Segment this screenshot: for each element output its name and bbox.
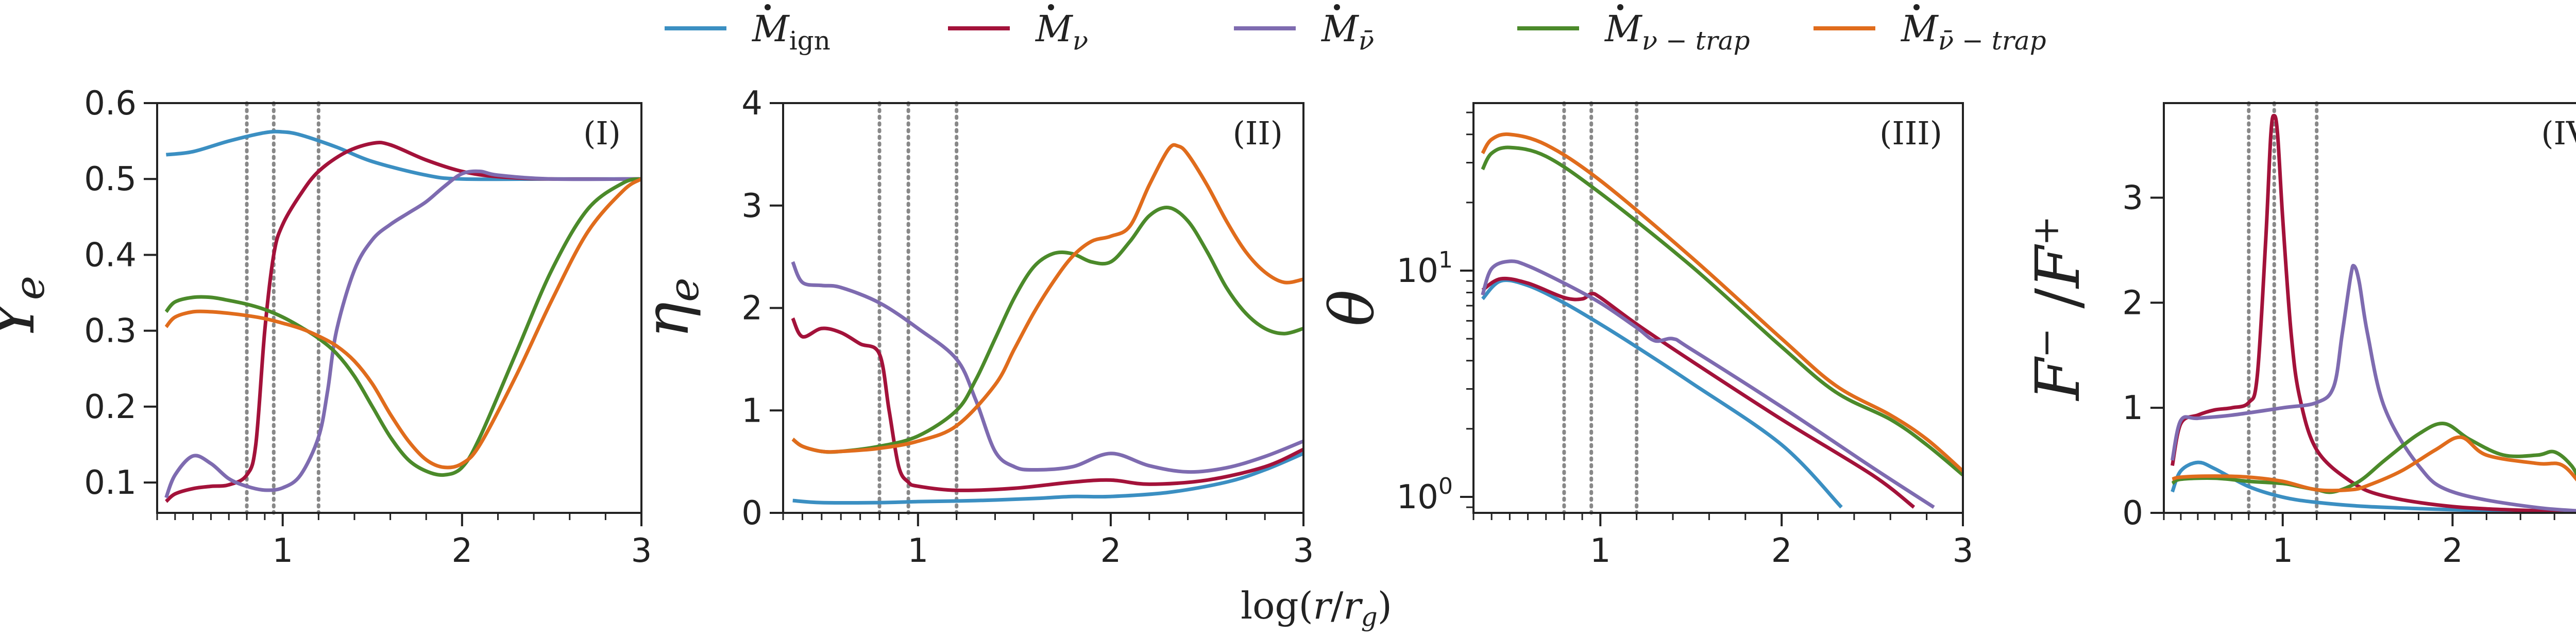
series-line-nubar [2171,263,2576,513]
series-line-ign [792,452,1303,505]
series-line-nutrap [164,177,641,477]
y-tick-label: 3 [741,187,762,225]
series-line-nubar [791,261,1303,474]
y-tick-label: 4 [741,85,762,123]
plot-frame [156,102,642,514]
legend-label-nubar: Mν̄ [1320,8,1374,56]
x-tick-label: 3 [1293,532,1314,570]
series-line-nu [2171,113,2576,513]
y-tick-label: 100 [1397,473,1453,516]
y-axis-label: θ [1316,290,1387,326]
x-tick-label: 1 [1590,532,1611,570]
series-line-nutrap [1481,145,1963,477]
y-tick-label: 1 [741,392,762,430]
legend-label-ign: Mign [751,8,831,56]
legend-item-nu: MνṀ_ν [948,4,1088,56]
x-tick-label: 2 [451,532,472,570]
series-line-nubar [164,169,641,498]
series-line-nu [1481,276,1916,509]
plot-frame [1472,102,1964,514]
plot-frame [2163,102,2576,514]
x-tick-label: 3 [1953,532,1974,570]
y-tick-label: 0.1 [84,464,137,502]
panel-2: 1 2 3 0 1 2 3 4 (II) ηe [631,85,1314,570]
legend-label-nutrap: Mν − trap [1604,8,1750,56]
legend: MignṀ_ign MνṀ_ν Mν̄Ṁ_ν̄ Mν − trapṀ_ν−trap Mν… [665,4,2046,56]
legend-label-nubartrap: Mν̄ − trap [1900,8,2046,56]
series-line-nubartrap [791,143,1303,454]
x-tick-label: 1 [907,532,928,570]
x-axis-label: log(r/rg) [1241,584,1392,632]
y-tick-label: 0.4 [84,236,137,274]
y-tick-label: 0.6 [84,85,137,123]
series-line-nu [791,317,1303,492]
y-tick-label: 2 [2122,284,2143,322]
legend-label-nu: Mν [1035,8,1088,56]
legend-dot-nu [1048,4,1054,10]
series-line-nutrap [2171,422,2576,494]
panel-1: 1 2 3 0.1 0.2 0.3 0.4 0.5 0.6 (I) Ye [0,85,652,570]
y-tick-label: 0.3 [84,312,137,351]
y-axis-label: F− /F+ [2022,215,2093,401]
y-tick-label: 101 [1397,247,1453,290]
y-tick-label: 0.5 [84,160,137,198]
y-tick-label: 1 [2122,389,2143,427]
y-tick-label: 0 [2122,494,2143,532]
series-line-ign [1481,278,1843,509]
y-axis-label: Ye [0,276,54,340]
y-tick-label: 3 [2122,179,2143,217]
legend-dot-ign [765,4,771,10]
panel-tag: (I) [583,114,621,152]
panel-3: 1 2 3 100 101 (III) θ [1316,101,1974,570]
y-tick-label: 0 [741,494,762,532]
legend-dot-nubar [1334,4,1340,10]
panel-tag: (III) [1879,114,1942,152]
legend-item-nutrap: Mν − trapṀ_ν−trap [1517,4,1750,56]
series-line-nubartrap [1481,132,1963,473]
y-axis-label: ηe [631,277,708,338]
series-line-nubartrap [164,177,641,470]
y-tick-label: 0.2 [84,388,137,426]
series-line-nubartrap [2172,435,2576,493]
series-line-nubar [1481,259,1935,509]
legend-dot-nubartrap [1913,4,1920,10]
series-line-ign [166,129,641,181]
legend-item-nubartrap: Mν̄ − trapṀ_ν̄−trap [1814,4,2046,56]
panels: 1 2 3 0.1 0.2 0.3 0.4 0.5 0.6 (I) Ye 1 2 3 0 1 2 3 4 (II) ηe… [0,85,2576,570]
x-tick-label: 1 [272,532,293,570]
x-tick-label: 2 [2442,532,2463,570]
x-tick-label: 2 [1771,532,1792,570]
panel-tag: (II) [1233,114,1283,152]
legend-dot-nutrap [1617,4,1623,10]
legend-item-nubar: Mν̄Ṁ_ν̄ [1234,4,1374,56]
series-line-nutrap [791,205,1303,454]
legend-item-ign: MignṀ_ign [665,4,831,56]
x-tick-label: 1 [2272,532,2293,570]
x-tick-label: 3 [631,532,652,570]
y-tick-label: 2 [741,290,762,328]
panel-tag: (IV) [2541,114,2576,152]
x-tick-label: 2 [1100,532,1122,570]
series-line-nu [165,140,641,503]
